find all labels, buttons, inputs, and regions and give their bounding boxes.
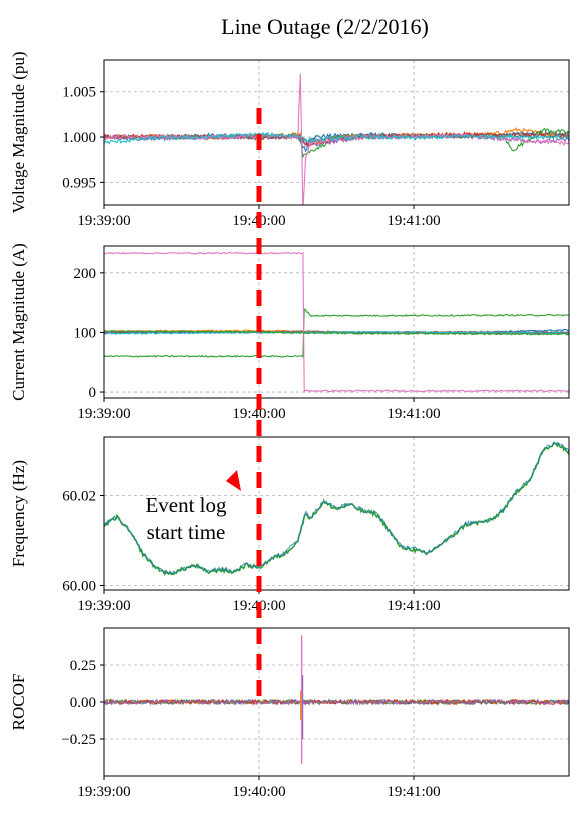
series-group [104,73,569,205]
overlay: Event log start time [145,108,262,700]
y-axis-label: Frequency (Hz) [9,460,28,567]
x-tick-label: 19:39:00 [77,784,130,800]
series-group [104,441,569,576]
y-tick-label: 0 [89,385,97,401]
series-line [104,251,569,393]
series-line [104,698,569,706]
x-tick-label: 19:41:00 [387,598,440,614]
x-tick-label: 19:41:00 [387,784,440,800]
y-axis-label: Voltage Magnitude (pu) [9,51,28,213]
x-tick-label: 19:41:00 [387,406,440,422]
y-tick-label: 1.005 [62,85,96,101]
series-group [104,251,569,393]
series-line [104,131,569,145]
panel-2: 0 100 200 19:39:00 19:40:00 19:41:00 Current M… [9,243,570,422]
y-axis-label: Current Magnitude (A) [9,243,28,401]
y-tick-label: 1.000 [62,130,96,146]
panel-1: 0.9951.0001.00519:39:0019:40:0019:41:00V… [9,51,570,229]
axes-frame [103,436,570,591]
y-axis-label: ROCOF [9,674,28,731]
y-tick-label: −0.25 [61,732,96,748]
y-tick-label: 0.25 [70,658,96,674]
y-tick-label: 0.00 [70,695,96,711]
figure-title: Line Outage (2/2/2016) [221,14,429,39]
y-tick-label: 100 [74,325,97,341]
series-line [104,698,569,706]
x-tick-label: 19:39:00 [77,598,130,614]
axes-frame [103,245,570,399]
x-tick-label: 19:41:00 [387,213,440,229]
annotation-arrow [226,470,241,491]
x-tick-label: 19:39:00 [77,406,130,422]
series-line [104,330,569,336]
x-tick-label: 19:40:00 [232,784,285,800]
annotation-text: start time [147,520,226,544]
series-group [104,635,569,765]
y-tick-label: 0.995 [62,175,96,191]
y-tick-label: 200 [74,266,97,282]
annotation-text: Event log [145,493,227,517]
y-tick-label: 60.02 [62,489,96,505]
x-tick-label: 19:39:00 [77,213,130,229]
axes-frame [103,59,570,206]
x-tick-label: 19:40:00 [232,406,285,422]
panel-4: −0.25 0.00 0.25 19:39:00 19:40:00 19:41:00 ROC… [9,627,570,800]
y-tick-label: 60.00 [62,579,96,595]
panels: 0.995 1.000 1.005 19:39:00 19:40:00 19:41:00 V… [9,51,570,800]
series-line [104,441,569,575]
panel-3: 60.0060.0219:39:0019:40:0019:41:00Freque… [9,436,570,614]
series-line [104,308,569,358]
